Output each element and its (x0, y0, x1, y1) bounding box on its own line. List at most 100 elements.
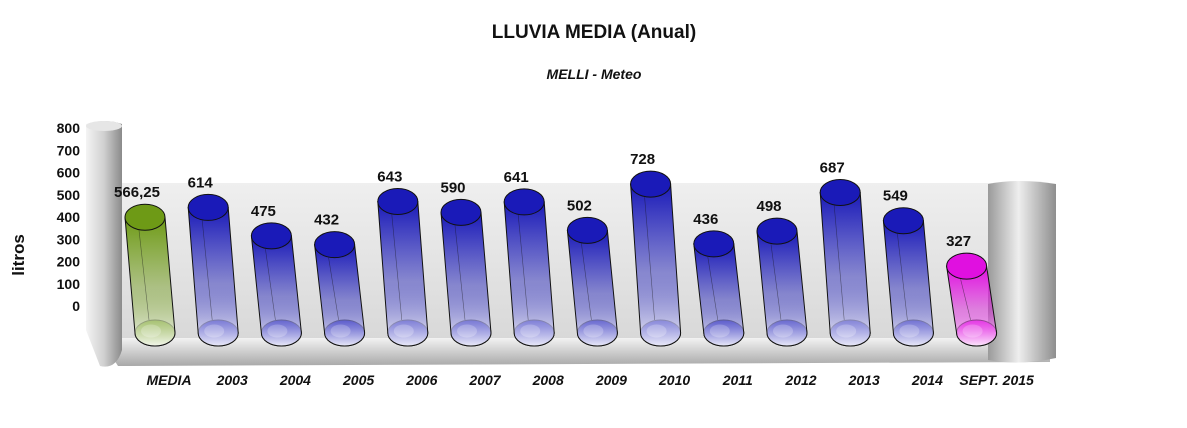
value-label: 728 (630, 151, 655, 168)
value-labels: 566,25 614 475 432 643 590 641 502 728 436 498 687 5… (114, 151, 971, 250)
bar-top (377, 188, 419, 216)
bar-top (630, 170, 672, 198)
value-label: 687 (820, 160, 845, 177)
bar-body (756, 230, 808, 347)
bar-body (819, 192, 871, 347)
value-label: 327 (946, 233, 971, 250)
chart-subtitle: MELLI - Meteo (547, 66, 642, 82)
bar-2009 (566, 216, 618, 347)
y-axis-label: litros (9, 234, 28, 276)
bar-media (124, 203, 176, 347)
bar-body (187, 206, 239, 347)
value-label: 498 (756, 198, 781, 215)
x-tick-label: 2009 (595, 372, 627, 388)
x-axis: MEDIA 2003 2004 2005 2006 2007 2008 2009 2010 201… (146, 372, 1034, 388)
x-tick-label: 2005 (342, 372, 374, 388)
value-label: 549 (883, 188, 908, 205)
y-tick-label: 0 (72, 298, 80, 314)
value-label: 475 (251, 203, 276, 220)
bar-top (124, 203, 166, 231)
bar-body (566, 229, 618, 347)
x-tick-label: MEDIA (146, 372, 191, 388)
y-tick-label: 500 (57, 187, 81, 203)
bar-2010 (630, 170, 682, 347)
x-tick-label: 2006 (405, 372, 437, 388)
bar-back-edge (707, 256, 719, 321)
left-scroll (86, 121, 122, 367)
bar-body (882, 220, 934, 347)
bar-top (756, 217, 798, 245)
bar-back-edge (391, 214, 403, 321)
bar-body (314, 244, 366, 347)
chart-title: LLUVIA MEDIA (Anual) (492, 22, 696, 43)
bar-back-edge (265, 248, 276, 321)
bar-top (566, 216, 608, 244)
value-label: 614 (188, 174, 214, 191)
bar-body (377, 201, 429, 347)
bar-back-edge (770, 244, 782, 321)
value-label: 566,25 (114, 184, 160, 201)
y-tick-label: 700 (57, 142, 81, 158)
bar-2014 (882, 207, 934, 347)
value-label: 436 (693, 211, 718, 228)
bar-body (946, 265, 998, 347)
x-tick-label: 2007 (468, 372, 501, 388)
bar-2008 (503, 188, 555, 347)
x-tick-label: 2003 (216, 372, 248, 388)
left-scroll-cap (86, 121, 122, 131)
bar-body (630, 183, 682, 347)
y-tick-label: 800 (57, 120, 81, 136)
bar-body (440, 211, 492, 347)
bar-2011 (693, 230, 745, 347)
bar-2004 (250, 222, 302, 347)
bar-2005 (314, 231, 366, 347)
y-axis: 800 700 600 500 400 300 200 100 0 (57, 120, 81, 314)
x-tick-label: 2014 (911, 372, 943, 388)
bar-2013 (819, 179, 871, 347)
bar-body (693, 243, 745, 347)
y-tick-label: 200 (57, 254, 81, 270)
y-tick-label: 400 (57, 209, 81, 225)
bar-back-edge (201, 220, 213, 321)
bar-back-edge (897, 233, 908, 321)
right-scroll (988, 181, 1056, 363)
bars (124, 170, 998, 347)
bar-back-edge (454, 225, 466, 321)
bar-2003 (187, 193, 239, 347)
x-tick-label: 2011 (722, 372, 753, 388)
x-tick-label: 2008 (532, 372, 564, 388)
y-tick-label: 100 (57, 276, 81, 292)
value-label: 432 (314, 212, 339, 229)
value-label: 641 (504, 169, 529, 186)
value-label: 643 (377, 169, 402, 186)
bar-top (819, 179, 861, 207)
bar-body (124, 216, 176, 347)
bar-2007 (440, 198, 492, 347)
x-tick-label: SEPT. 2015 (959, 372, 1034, 388)
bar-top (250, 222, 292, 250)
bar-back-edge (581, 243, 592, 321)
x-tick-label: 2004 (279, 372, 311, 388)
bar-top (693, 230, 735, 258)
bar-top (882, 207, 924, 235)
bar-body (250, 235, 302, 347)
bar-sept-2015 (946, 252, 998, 347)
x-tick-label: 2012 (784, 372, 816, 388)
y-tick-label: 300 (57, 231, 81, 247)
bar-back-edge (960, 279, 971, 321)
bar-top (503, 188, 545, 216)
x-tick-label: 2013 (848, 372, 880, 388)
bar-back-edge (833, 205, 845, 321)
bar-body (503, 201, 555, 347)
bar-top (314, 231, 356, 259)
y-tick-label: 600 (57, 165, 81, 181)
value-label: 590 (440, 179, 465, 196)
value-label: 502 (567, 197, 592, 214)
bar-back-edge (644, 197, 655, 321)
bar-2006 (377, 188, 429, 347)
bar-top (946, 252, 988, 280)
x-tick-label: 2010 (658, 372, 690, 388)
bar-2012 (756, 217, 808, 347)
bar-back-edge (328, 257, 339, 321)
